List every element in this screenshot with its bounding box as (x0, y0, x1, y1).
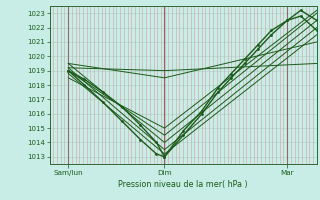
X-axis label: Pression niveau de la mer( hPa ): Pression niveau de la mer( hPa ) (118, 180, 248, 189)
